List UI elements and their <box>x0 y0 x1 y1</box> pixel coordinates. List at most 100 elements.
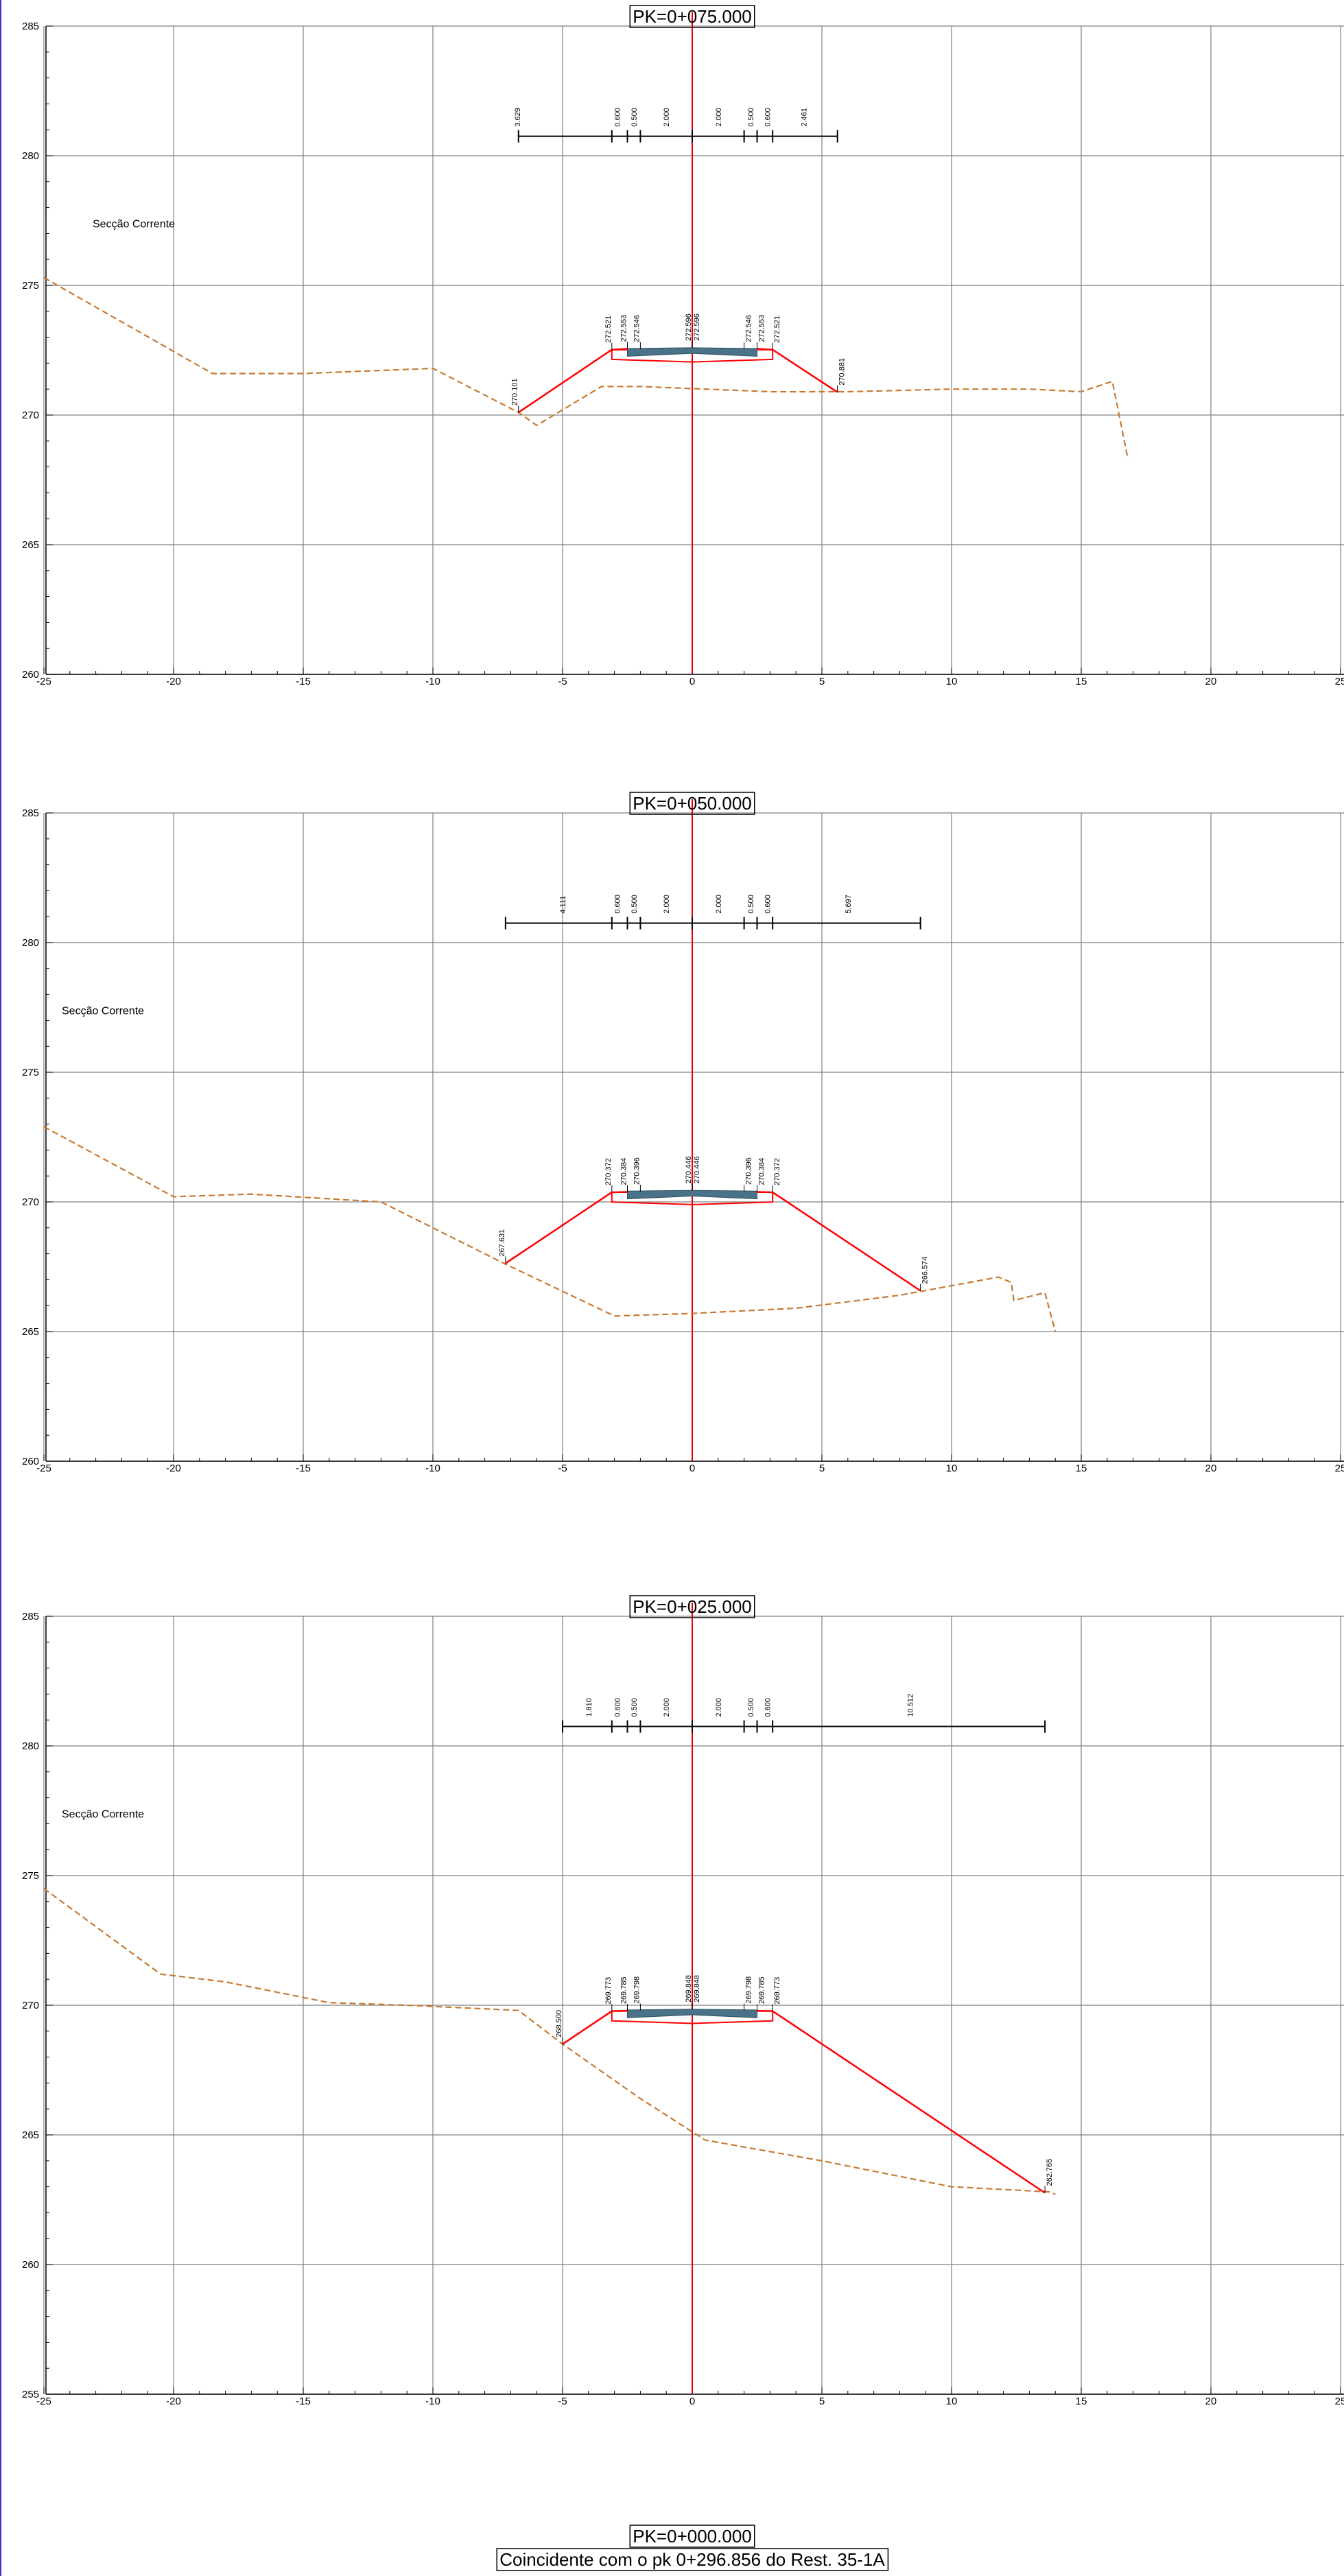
x-tick-label: -5 <box>558 1463 567 1474</box>
dimension-label: 4.111 <box>559 896 567 914</box>
elevation-label: 269.848 <box>685 1975 693 2002</box>
dimension-label: 2.000 <box>715 1698 723 1717</box>
x-tick-label: 5 <box>819 2396 825 2407</box>
elevation-label: 270.384 <box>620 1158 628 1185</box>
y-tick-label: 260 <box>22 669 39 681</box>
design-slope-right <box>757 348 838 393</box>
x-tick-label: 25 <box>1335 676 1344 687</box>
y-tick-label: 270 <box>22 2000 39 2011</box>
elevation-label: 270.372 <box>773 1158 781 1185</box>
footer-pk-box <box>629 2525 755 2548</box>
dimension-label: 10.512 <box>907 1694 915 1717</box>
y-tick-label: 260 <box>22 2259 39 2271</box>
x-tick-label: 25 <box>1335 2396 1344 2407</box>
elevation-label: 269.785 <box>758 1976 766 2004</box>
design-slope-left <box>562 2009 628 2045</box>
elevation-label: 270.396 <box>633 1157 641 1185</box>
dimension-label: 2.000 <box>715 108 723 127</box>
dimension-label: 0.500 <box>747 1698 755 1717</box>
x-tick-label: 15 <box>1076 676 1087 687</box>
y-tick-label: 260 <box>22 1456 39 1467</box>
design-slope-left <box>505 1191 628 1264</box>
elevation-label: 270.396 <box>745 1157 753 1185</box>
terrain-line <box>43 276 1129 460</box>
footer-note: Coincidente com o pk 0+296.856 do Rest. … <box>499 2549 885 2570</box>
elevation-label: 272.521 <box>604 316 613 343</box>
y-tick-label: 265 <box>22 539 39 551</box>
x-tick-label: 15 <box>1076 1463 1087 1474</box>
y-tick-label: 275 <box>22 1067 39 1078</box>
pk-title: PK=0+025.000 <box>633 1596 752 1617</box>
x-tick-label: -5 <box>558 2396 567 2407</box>
elevation-label: 269.785 <box>620 1976 628 2004</box>
elevation-label: 270.384 <box>758 1158 766 1185</box>
x-tick-label: -10 <box>425 2396 440 2407</box>
elevation-label: 272.553 <box>758 315 766 342</box>
dimension-label: 0.500 <box>630 895 639 914</box>
dimension-label: 2.000 <box>663 1698 671 1717</box>
y-tick-label: 270 <box>22 410 39 421</box>
elevation-label: 269.773 <box>773 1977 781 2005</box>
section-label: Secção Corrente <box>62 1005 144 1017</box>
elevation-label: 267.631 <box>498 1229 506 1257</box>
x-tick-label: -25 <box>36 2396 51 2407</box>
dimension-label: 2.000 <box>663 108 671 127</box>
elevation-label: 270.881 <box>838 358 847 386</box>
subgrade-box <box>611 349 774 363</box>
dimension-label: 0.600 <box>613 895 622 914</box>
elevation-label: 266.574 <box>921 1257 930 1284</box>
y-tick-label: 270 <box>22 1196 39 1208</box>
x-tick-label: 15 <box>1076 2396 1087 2407</box>
elevation-label: 272.553 <box>620 315 628 342</box>
x-tick-label: 10 <box>946 2396 958 2407</box>
elevation-label: 269.798 <box>745 1976 753 2004</box>
dimension-label: 5.697 <box>845 895 853 914</box>
elevation-label: 270.446 <box>693 1156 701 1183</box>
pk-title-box <box>629 1595 755 1618</box>
x-tick-label: 10 <box>946 676 958 687</box>
x-tick-label: -25 <box>36 1463 51 1474</box>
pk-title-box <box>629 792 755 815</box>
dimension-label: 0.600 <box>764 1698 773 1717</box>
y-tick-label: 265 <box>22 1326 39 1338</box>
elevation-label: 270.446 <box>685 1156 693 1183</box>
dimension-label: 0.500 <box>747 895 755 914</box>
design-slope-right <box>757 1191 921 1292</box>
dimension-label: 0.600 <box>613 1698 622 1717</box>
y-tick-label: 285 <box>22 1611 39 1622</box>
y-tick-label: 280 <box>22 150 39 162</box>
elevation-label: 269.773 <box>604 1977 613 2005</box>
elevation-label: 272.596 <box>693 314 701 341</box>
x-tick-label: 20 <box>1205 2396 1217 2407</box>
pk-title: PK=0+050.000 <box>633 793 752 814</box>
x-tick-label: 5 <box>819 1463 825 1474</box>
x-tick-label: -20 <box>166 2396 181 2407</box>
x-tick-label: 5 <box>819 676 825 687</box>
y-tick-label: 285 <box>22 807 39 819</box>
x-tick-label: 25 <box>1335 1463 1344 1474</box>
y-tick-label: 285 <box>22 21 39 32</box>
terrain-line <box>43 1888 1056 2195</box>
x-tick-label: 10 <box>946 1463 958 1474</box>
dimension-label: 0.600 <box>764 108 773 127</box>
x-tick-label: -20 <box>166 676 181 687</box>
x-tick-label: -5 <box>558 676 567 687</box>
design-slope-right <box>757 2009 1046 2194</box>
dimension-label: 2.000 <box>715 895 723 914</box>
pk-title: PK=0+075.000 <box>633 6 752 27</box>
x-tick-label: -15 <box>296 676 311 687</box>
y-tick-label: 275 <box>22 1870 39 1882</box>
x-tick-label: 0 <box>689 2396 695 2407</box>
dimension-label: 0.600 <box>764 895 773 914</box>
elevation-label: 270.101 <box>511 378 519 405</box>
subgrade-box <box>611 1192 774 1205</box>
section-label: Secção Corrente <box>93 218 175 230</box>
footer-pk: PK=0+000.000 <box>633 2526 752 2547</box>
terrain-line <box>43 1126 1057 1332</box>
dimension-label: 0.500 <box>630 1698 639 1717</box>
dimension-label: 0.600 <box>613 108 622 127</box>
elevation-label: 269.848 <box>693 1975 701 2002</box>
x-tick-label: -10 <box>425 676 440 687</box>
dimension-label: 3.629 <box>514 108 522 127</box>
x-tick-label: 20 <box>1205 676 1217 687</box>
